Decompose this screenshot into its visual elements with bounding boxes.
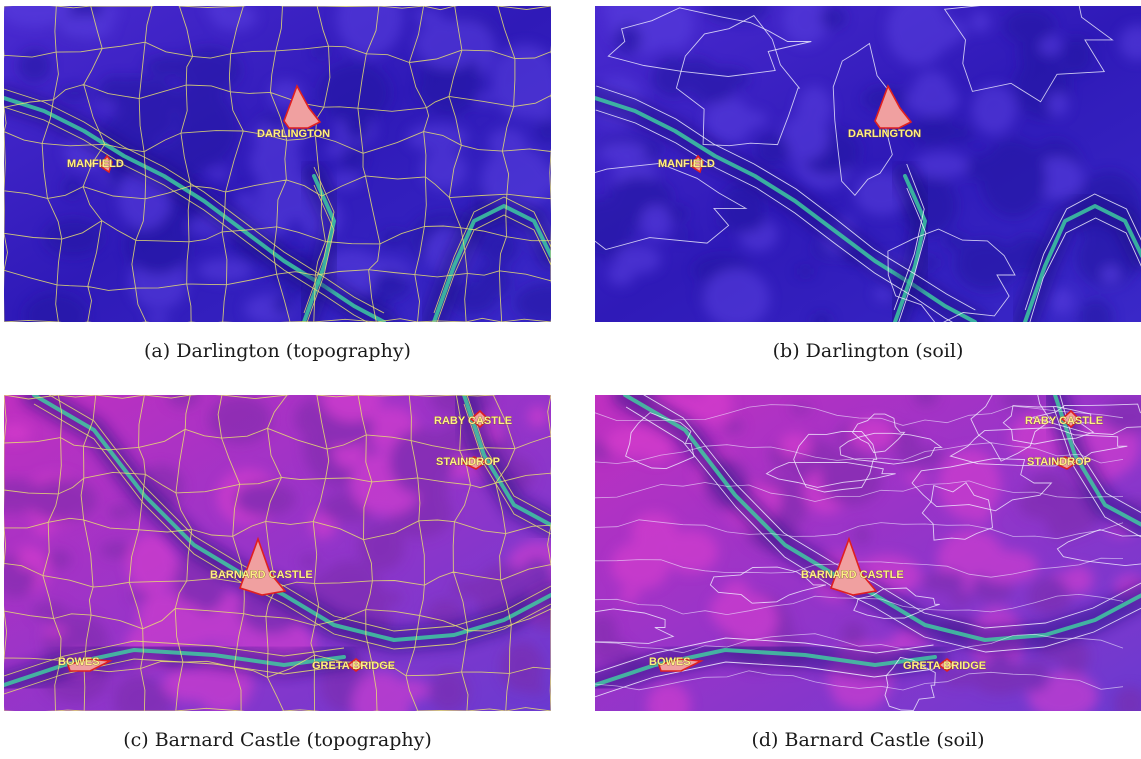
river: [4, 96, 386, 322]
map-darlington-topography: DARLINGTON MANFIELD: [4, 6, 551, 322]
river: [462, 395, 551, 527]
town-label: GRETA BRIDGE: [312, 660, 395, 672]
town-staindrop: STAINDROP: [436, 456, 500, 470]
map-canvas: RABY CASTLE STAINDROP BARNARD CASTLE BOWES G…: [595, 395, 1141, 711]
town-greta-bridge: GRETA BRIDGE: [903, 658, 986, 672]
map-barnard-castle-topography: RABY CASTLE STAINDROP BARNARD CASTLE BOWES G…: [4, 395, 551, 711]
town-label: DARLINGTON: [257, 128, 330, 140]
town-label: STAINDROP: [1027, 456, 1091, 468]
topography-boundaries: [4, 395, 551, 711]
map-darlington-soil: DARLINGTON MANFIELD: [595, 6, 1141, 322]
town-area: [283, 84, 322, 129]
town-area: [346, 658, 366, 672]
map-canvas: RABY CASTLE STAINDROP BARNARD CASTLE BOWES G…: [4, 395, 551, 711]
terrain-texture: [595, 395, 1141, 711]
town-manfield: MANFIELD: [67, 154, 124, 174]
town-greta-bridge: GRETA BRIDGE: [312, 658, 395, 672]
map-canvas: DARLINGTON MANFIELD: [595, 6, 1141, 322]
soil-boundaries: [595, 395, 1141, 711]
river: [1053, 395, 1141, 527]
town-area: [66, 658, 113, 672]
river: [595, 96, 977, 322]
caption-c: (c) Barnard Castle (topography): [123, 729, 432, 751]
town-barnard-castle: BARNARD CASTLE: [801, 536, 904, 596]
town-darlington: DARLINGTON: [848, 84, 921, 140]
town-label: MANFIELD: [67, 158, 124, 170]
town-label: RABY CASTLE: [1025, 415, 1103, 427]
caption-d: (d) Barnard Castle (soil): [751, 729, 985, 751]
soil-boundaries: [595, 6, 1141, 322]
town-raby-castle: RABY CASTLE: [434, 409, 512, 429]
town-label: STAINDROP: [436, 456, 500, 468]
river: [595, 648, 937, 687]
town-label: BOWES: [58, 656, 100, 668]
caption-b: (b) Darlington (soil): [772, 340, 964, 362]
town-label: BARNARD CASTLE: [210, 569, 313, 581]
caption-a: (a) Darlington (topography): [144, 340, 411, 362]
map-canvas: DARLINGTON MANFIELD: [4, 6, 551, 322]
town-darlington: DARLINGTON: [257, 84, 330, 140]
map-barnard-castle-soil: RABY CASTLE STAINDROP BARNARD CASTLE BOWES G…: [595, 395, 1141, 711]
town-area: [874, 84, 913, 129]
town-raby-castle: RABY CASTLE: [1025, 409, 1103, 429]
town-area: [937, 658, 957, 672]
town-bowes: BOWES: [649, 656, 704, 672]
topography-boundaries: [4, 6, 551, 322]
town-staindrop: STAINDROP: [1027, 456, 1091, 470]
town-label: BARNARD CASTLE: [801, 569, 904, 581]
town-manfield: MANFIELD: [658, 154, 715, 174]
town-area: [689, 154, 704, 174]
river: [893, 174, 927, 322]
town-area: [657, 658, 704, 672]
town-area: [1052, 456, 1079, 470]
town-area: [829, 536, 878, 596]
river: [4, 648, 346, 687]
river: [302, 174, 336, 322]
town-label: MANFIELD: [658, 158, 715, 170]
river: [1023, 204, 1141, 322]
town-label: GRETA BRIDGE: [903, 660, 986, 672]
river: [623, 395, 1141, 642]
town-area: [238, 536, 287, 596]
town-area: [461, 456, 488, 470]
town-barnard-castle: BARNARD CASTLE: [210, 536, 313, 596]
town-label: BOWES: [649, 656, 691, 668]
town-label: RABY CASTLE: [434, 415, 512, 427]
town-area: [1060, 409, 1081, 429]
town-area: [469, 409, 490, 429]
town-bowes: BOWES: [58, 656, 113, 672]
town-area: [98, 154, 113, 174]
town-label: DARLINGTON: [848, 128, 921, 140]
